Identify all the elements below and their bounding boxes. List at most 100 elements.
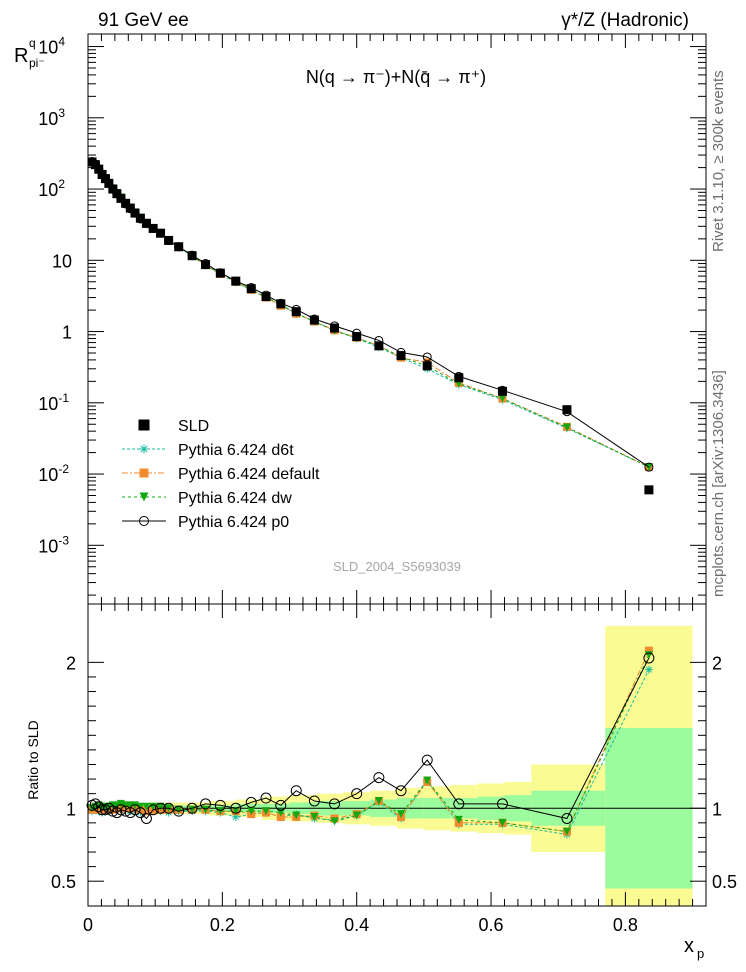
data-point-sld (148, 223, 158, 233)
legend-label-pythia-6-424-p0: Pythia 6.424 p0 (178, 514, 289, 531)
data-point-sld (422, 361, 432, 371)
data-point-sld (94, 164, 104, 174)
ratio-point-pythia-6-424-dw (231, 807, 240, 816)
data-point-sld (644, 485, 654, 495)
data-point-sld (174, 242, 184, 252)
x-tick-label: 0.4 (344, 915, 369, 935)
data-point-sld (309, 315, 319, 325)
ratio-point-pythia-6-424-p0 (245, 796, 257, 808)
ratio-point-pythia-6-424-p0 (230, 802, 242, 814)
ratio-point-pythia-6-424-default (644, 646, 653, 655)
ratio-point-pythia-6-424-p0 (561, 812, 573, 824)
data-point-sld (330, 323, 340, 333)
top-y-tick-label: 10-3 (38, 533, 69, 556)
ratio-y-tick-label: 0.5 (51, 872, 76, 892)
data-point-sld (276, 299, 286, 309)
legend-label-sld: SLD (178, 418, 209, 435)
ratio-point-pythia-6-424-dw (262, 807, 271, 816)
data-point-sld (246, 284, 256, 294)
legend: SLD Pythia 6.424 d6t Pythia 6.424 default P… (122, 418, 320, 531)
ratio-y-tick-label-right: 0.5 (712, 872, 737, 892)
top-y-tick-label: 10-1 (38, 391, 69, 414)
data-point-sld (261, 292, 271, 302)
ratio-point-pythia-6-424-dw (310, 813, 319, 822)
ratio-point-pythia-6-424-default (276, 813, 285, 822)
ratio-point-pythia-6-424-p0 (214, 799, 226, 811)
ratio-point-pythia-6-424-p0 (395, 785, 407, 797)
ratio-point-pythia-6-424-dw (174, 805, 183, 814)
x-axis-label-sub: p (697, 946, 704, 961)
y-axis-label-sub: pi⁻ (29, 56, 45, 70)
ratio-point-pythia-6-424-dw (423, 776, 432, 785)
data-point-pythia-6-424-dw (562, 423, 571, 432)
data-point-sld (291, 307, 301, 317)
top-y-tick-label: 10-2 (38, 462, 69, 485)
legend-marker-sld (138, 419, 150, 431)
ratio-point-pythia-6-424-p0 (275, 799, 287, 811)
ratio-point-pythia-6-424-default (116, 804, 125, 813)
ratio-panel-ticks: 0 0.2 0.4 0.6 0.8 0.5 0.5 1 1 2 2 (51, 604, 737, 935)
ratio-y-tick-label: 2 (66, 653, 76, 673)
x-tick-label: 0.6 (479, 915, 504, 935)
legend-marker-pythia-6-424-p0 (139, 516, 149, 526)
ratio-point-pythia-6-424-dw (330, 817, 339, 826)
data-point-sld (164, 235, 174, 245)
ratio-point-pythia-6-424-p0 (453, 798, 465, 810)
header-left-label: 91 GeV ee (98, 10, 189, 31)
x-tick-label: 0.2 (210, 915, 235, 935)
legend-marker-pythia-6-424-dw (139, 492, 149, 502)
ratio-point-pythia-6-424-dw (454, 815, 463, 824)
top-y-tick-label: 10 (52, 251, 72, 271)
ratio-point-pythia-6-424-dw (201, 805, 210, 814)
legend-marker-pythia-6-424-default (139, 468, 149, 478)
data-point-sld (562, 405, 572, 415)
x-tick-label: 0 (83, 915, 93, 935)
legend-label-pythia-6-424-d6t: Pythia 6.424 d6t (178, 442, 294, 459)
ratio-point-pythia-6-424-dw (292, 811, 301, 820)
ratio-point-pythia-6-424-dw (562, 827, 571, 836)
data-point-sld (135, 213, 145, 223)
top-y-tick-label: 1 (62, 323, 72, 343)
data-point-sld (201, 260, 211, 270)
ratio-point-pythia-6-424-p0 (290, 785, 302, 797)
data-point-sld (130, 208, 140, 218)
ratio-point-pythia-6-424-dw (498, 818, 507, 827)
rivet-version-label: Rivet 3.1.10, ≥ 300k events (710, 70, 727, 252)
ratio-point-pythia-6-424-p0 (186, 802, 198, 814)
data-point-pythia-6-424-p0 (644, 462, 654, 472)
data-point-sld (108, 184, 118, 194)
data-point-sld (121, 198, 131, 208)
ratio-y-tick-label-right: 2 (712, 653, 722, 673)
ratio-point-pythia-6-424-dw (397, 810, 406, 819)
data-point-sld (352, 332, 362, 342)
data-point-sld (215, 268, 225, 278)
ratio-point-pythia-6-424-dw (216, 807, 225, 816)
data-point-sld (231, 276, 241, 286)
ratio-point-pythia-6-424-p0 (155, 802, 167, 814)
ratio-point-pythia-6-424-p0 (351, 788, 363, 800)
ratio-y-tick-label: 1 (66, 799, 76, 819)
ratio-point-pythia-6-424-p0 (260, 792, 272, 804)
top-y-tick-label: 102 (38, 177, 65, 200)
ratio-point-pythia-6-424-p0 (308, 795, 320, 807)
data-point-pythia-6-424-dw (498, 394, 507, 403)
ratio-y-tick-label-right: 1 (712, 799, 722, 819)
ratio-point-pythia-6-424-default (142, 807, 151, 816)
ratio-point-pythia-6-424-dw (136, 802, 145, 811)
header-right-label: γ*/Z (Hadronic) (561, 10, 689, 31)
data-point-sld (100, 174, 110, 184)
plot-title: N(q → π⁻)+N(q̄ → π⁺) (306, 67, 486, 87)
ratio-point-pythia-6-424-dw (276, 808, 285, 817)
analysis-id-label: SLD_2004_S5693039 (333, 559, 461, 574)
ratio-point-pythia-6-424-p0 (496, 798, 508, 810)
ratio-panel-frame (87, 603, 707, 907)
ratio-point-pythia-6-424-p0 (643, 652, 655, 664)
ratio-point-pythia-6-424-p0 (129, 804, 141, 816)
ratio-point-pythia-6-424-dw (142, 802, 151, 811)
ratio-point-pythia-6-424-p0 (147, 804, 159, 816)
ratio-point-pythia-6-424-dw (374, 796, 383, 805)
ratio-point-pythia-6-424-d6t (644, 665, 653, 674)
legend-label-pythia-6-424-dw: Pythia 6.424 dw (178, 490, 292, 507)
data-point-sld (374, 341, 384, 351)
legend-marker-pythia-6-424-d6t (139, 444, 149, 454)
